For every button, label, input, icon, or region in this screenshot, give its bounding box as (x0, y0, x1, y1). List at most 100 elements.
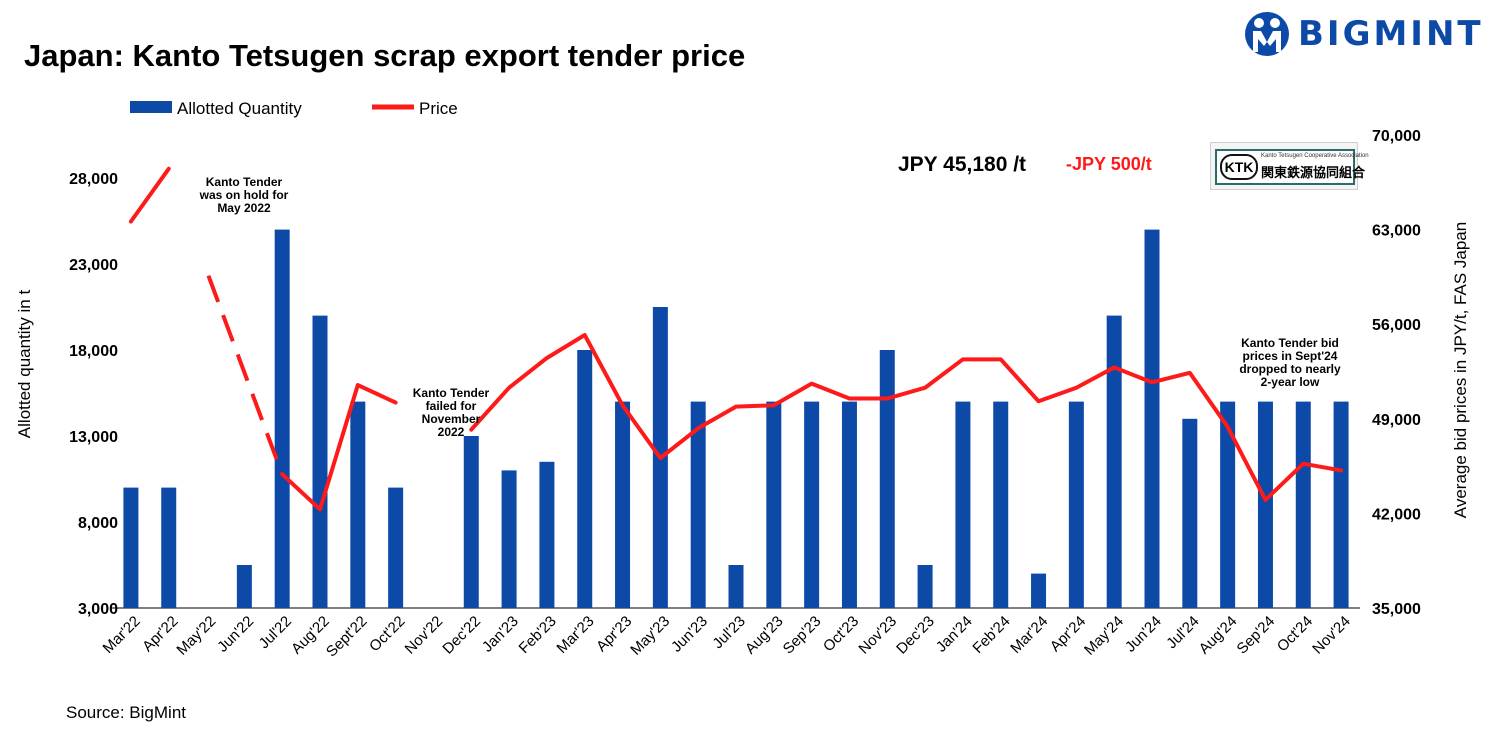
annotation-may22: Kanto Tender (206, 175, 283, 189)
quantity-bar (388, 487, 404, 608)
right-tick-label: 56,000 (1372, 317, 1421, 334)
x-tick-label: May'24 (1081, 613, 1127, 659)
ktk-badge-japanese: 関東鉄源協同組合 (1261, 165, 1366, 180)
price-line-segment (128, 166, 171, 224)
x-tick-label: Sept'22 (323, 613, 371, 661)
bigmint-logo: BIGMINT (1240, 8, 1485, 60)
right-tick-label: 63,000 (1372, 223, 1421, 240)
x-tick-label: Mar'24 (1007, 613, 1051, 657)
x-tick-label: Jan'24 (933, 613, 976, 656)
quantity-bar (1182, 418, 1198, 608)
annotation-nov22: failed for (426, 399, 477, 413)
annotation-nov22: November (422, 412, 481, 426)
x-tick-label: Aug'24 (1196, 613, 1241, 658)
annotation-may22: was on hold for (199, 188, 289, 202)
x-tick-label: Oct'24 (1274, 613, 1316, 655)
quantity-bar (1333, 401, 1349, 608)
chart-title: Japan: Kanto Tetsugen scrap export tende… (24, 38, 746, 73)
legend: Allotted Quantity Price (130, 99, 458, 118)
quantity-bar (879, 350, 895, 608)
quantity-bar (1220, 401, 1236, 608)
bigmint-logo-icon (1245, 12, 1289, 56)
quantity-bar (1257, 401, 1273, 608)
quantity-bar (690, 401, 706, 608)
left-tick-label: 23,000 (69, 257, 118, 274)
x-tick-label: Dec'22 (439, 613, 484, 658)
right-tick-label: 35,000 (1372, 601, 1421, 618)
quantity-bar (350, 401, 366, 608)
left-tick-label: 13,000 (69, 429, 118, 446)
annotation-sep24: dropped to nearly (1239, 362, 1341, 376)
x-tick-label: Mar'22 (100, 613, 144, 657)
left-tick-label: 28,000 (69, 171, 118, 188)
x-tick-label: Jun'22 (214, 613, 257, 656)
x-tick-label: Jan'23 (479, 613, 522, 656)
right-tick-label: 42,000 (1372, 506, 1421, 523)
legend-line-label: Price (419, 99, 458, 118)
bigmint-logo-text: BIGMINT (1298, 14, 1484, 54)
left-tick-label: 18,000 (69, 343, 118, 360)
source-note: Source: BigMint (66, 703, 186, 722)
price-change: -JPY 500/t (1066, 154, 1152, 174)
price-line-segment (280, 383, 398, 512)
quantity-bar (501, 470, 517, 608)
annotation-nov22: Kanto Tender (413, 386, 490, 400)
quantity-bar (1068, 401, 1084, 608)
quantity-bar (955, 401, 971, 608)
ktk-badge-frame: KTK Kanto Tetsugen Cooperative Associati… (1215, 149, 1369, 185)
x-tick-label: Feb'23 (516, 613, 560, 657)
bar-series (123, 229, 1349, 608)
quantity-bar (841, 401, 857, 608)
quantity-bar (539, 461, 555, 608)
right-tick-label: 70,000 (1372, 128, 1421, 145)
x-tick-label: Sep'23 (780, 613, 825, 658)
x-tick-label: Sep'24 (1234, 613, 1279, 658)
left-axis-title: Allotted quantity in t (15, 290, 34, 439)
left-tick-label: 8,000 (78, 515, 118, 532)
x-tick-label: Aug'23 (742, 613, 787, 658)
x-tick-label: Oct'22 (366, 613, 408, 655)
chart: Allotted Quantity Price JPY 45,180 /t -J… (15, 99, 1470, 661)
x-tick-label: Jun'24 (1122, 613, 1165, 656)
quantity-bar (463, 436, 479, 608)
quantity-bar (161, 487, 177, 608)
x-tick-label: Nov'22 (402, 613, 447, 658)
annotation-sep24: Kanto Tender bid (1241, 336, 1339, 350)
ktk-badge: KTK Kanto Tetsugen Cooperative Associati… (1210, 142, 1369, 190)
quantity-bar (917, 565, 933, 608)
right-axis-title: Average bid prices in JPY/t, FAS Japan (1451, 222, 1470, 518)
annotation-may22: May 2022 (217, 201, 271, 215)
quantity-bar (1031, 573, 1047, 608)
quantity-bar (804, 401, 820, 608)
x-tick-label: Mar'23 (553, 613, 597, 657)
price-headline: JPY 45,180 /t (898, 153, 1026, 176)
ktk-badge-english: Kanto Tetsugen Cooperative Association (1261, 153, 1369, 159)
x-tick-label: Jun'23 (668, 613, 711, 656)
x-tick-label: Oct'23 (820, 613, 862, 655)
right-tick-label: 49,000 (1372, 412, 1421, 429)
quantity-bar (993, 401, 1009, 608)
x-tick-label: May'23 (627, 613, 673, 659)
x-tick-label: Feb'24 (969, 613, 1013, 657)
quantity-bar (728, 565, 744, 608)
x-tick-label: Nov'23 (855, 613, 900, 658)
quantity-bar (274, 229, 290, 608)
quantity-bar (312, 315, 328, 608)
annotation-sep24: 2-year low (1261, 375, 1320, 389)
quantity-bar (1106, 315, 1122, 608)
price-line-dashed-gap (206, 274, 285, 475)
left-axis: 3,000 8,000 13,000 18,000 23,000 28,000 (69, 171, 118, 618)
ktk-badge-letters: KTK (1220, 154, 1258, 180)
quantity-bar (577, 350, 593, 608)
quantity-bar (766, 401, 782, 608)
x-axis: Mar'22Apr'22May'22Jun'22Jul'22Aug'22Sept… (100, 607, 1360, 661)
quantity-bar (615, 401, 631, 608)
x-tick-label: May'22 (173, 613, 219, 659)
annotation-nov22: 2022 (438, 425, 465, 439)
quantity-bar (1144, 229, 1160, 608)
quantity-bar (236, 565, 252, 608)
legend-bar-label: Allotted Quantity (177, 99, 302, 118)
quantity-bar (123, 487, 139, 608)
price-line-series (128, 166, 1344, 512)
